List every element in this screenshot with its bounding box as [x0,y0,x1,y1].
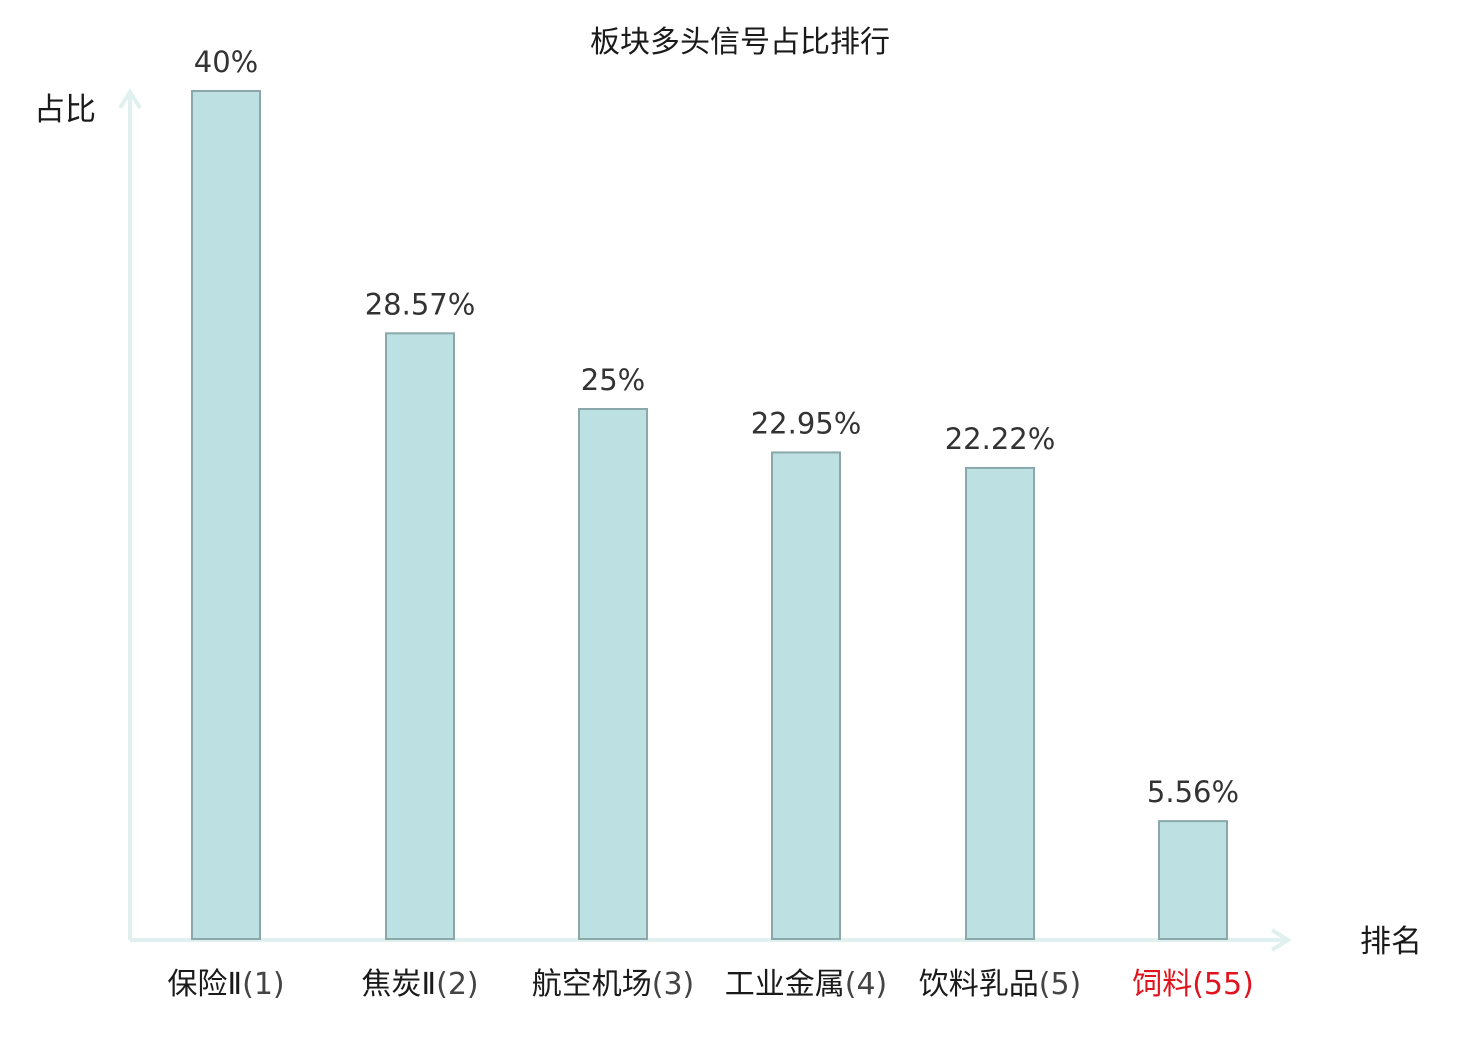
y-axis-title: 占比 [34,92,96,128]
category-label-2: 焦炭Ⅱ(2) [361,967,478,1002]
y-axis: 占比 [34,88,142,940]
category-label-5: 饮料乳品(5) [919,967,1082,1002]
category-rank-4: (4) [845,967,888,1002]
category-label-3: 航空机场(3) [532,967,695,1002]
bar-4 [771,451,841,940]
bar-5 [965,466,1035,940]
category-rank-3: (3) [652,967,695,1002]
value-labels: 40% 28.57% 25% 22.95% 22.22% 5.56% [194,45,1239,809]
bar-3 [578,408,648,940]
y-axis-arrow-icon [118,88,142,110]
value-label-5: 22.22% [945,422,1056,456]
category-name-2: 焦炭Ⅱ [361,967,436,1002]
bar-6 [1158,820,1228,940]
category-label-6: 饲料(55) [1132,967,1254,1002]
category-name-1: 保险Ⅱ [167,967,242,1002]
category-name-5: 饮料乳品 [919,967,1039,1002]
chart-title: 板块多头信号占比排行 [590,25,890,60]
category-name-6: 饲料 [1132,967,1192,1002]
category-rank-6: (55) [1192,967,1254,1002]
value-label-3: 25% [581,363,645,397]
category-rank-1: (1) [242,967,285,1002]
category-name-4: 工业金属 [725,967,845,1002]
x-axis: 排名 [130,924,1422,960]
bar-series [191,90,1228,941]
category-rank-5: (5) [1039,967,1082,1002]
value-label-6: 5.56% [1147,775,1239,809]
x-axis-title: 排名 [1360,924,1422,960]
category-labels: 保险Ⅱ(1) 焦炭Ⅱ(2) 航空机场(3) 工业金属(4) 饮料乳品(5) 饲料(55) [167,967,1253,1002]
bar-2 [385,332,455,941]
category-label-1: 保险Ⅱ(1) [167,967,284,1002]
category-label-4: 工业金属(4) [725,967,888,1002]
category-name-3: 航空机场 [532,967,652,1002]
value-label-4: 22.95% [751,406,862,440]
category-rank-2: (2) [436,967,479,1002]
value-label-1: 40% [194,45,258,79]
value-label-2: 28.57% [365,287,476,321]
x-axis-arrow-icon [1270,928,1292,952]
bar-1 [191,90,261,940]
